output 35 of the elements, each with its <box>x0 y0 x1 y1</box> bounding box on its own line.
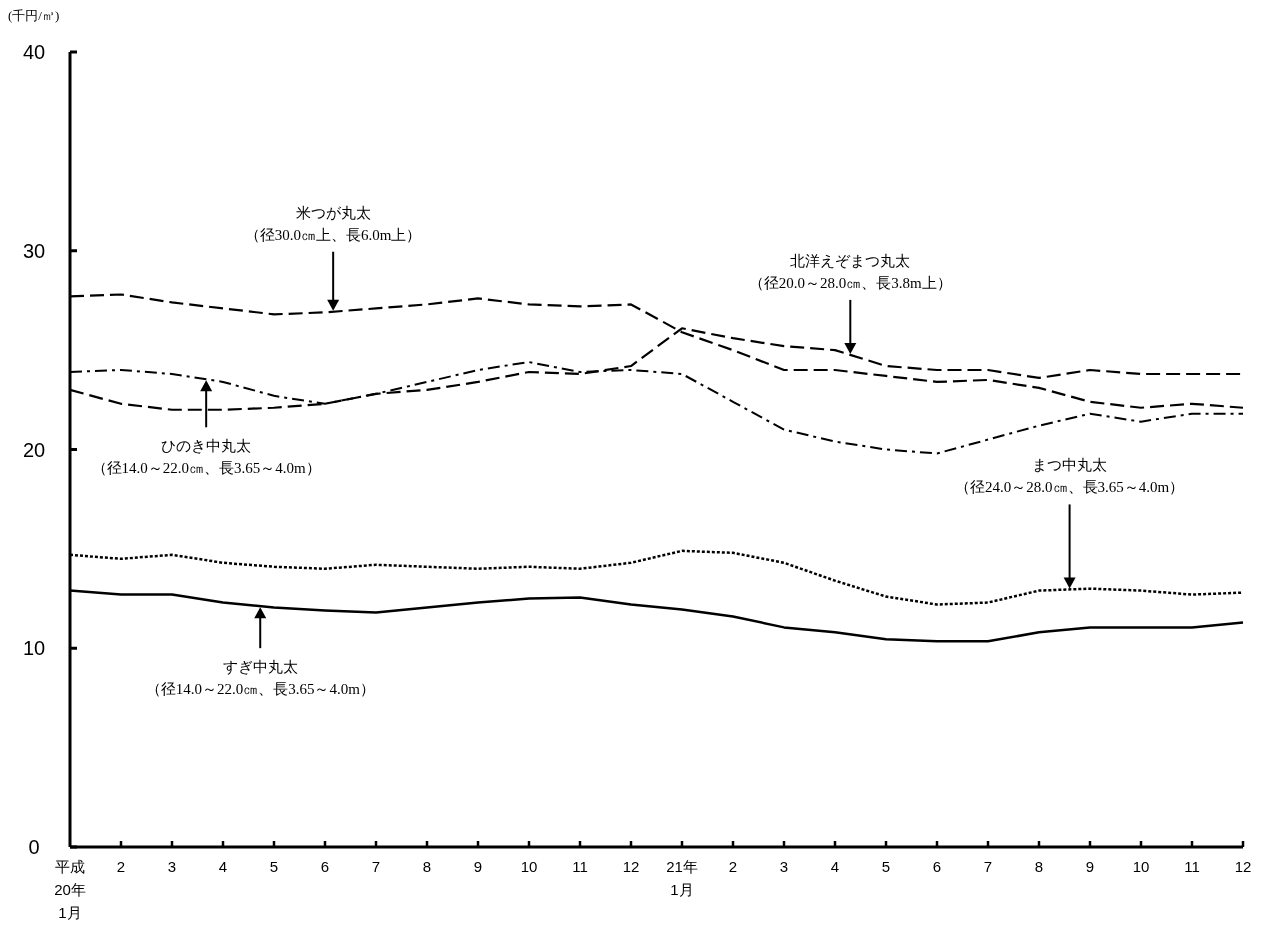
y-tick-label: 30 <box>22 239 46 262</box>
x-tick-label: 12 <box>622 858 640 875</box>
x-tick-label: 7 <box>983 858 993 875</box>
x-tick-label: 2 <box>728 858 738 875</box>
y-tick-label: 40 <box>22 41 46 63</box>
legend-label: すぎ中丸太（径14.0～22.0㎝、長3.65～4.0m） <box>145 659 375 698</box>
x-tick-label: 9 <box>1085 858 1095 875</box>
x-tick-label: 8 <box>422 858 432 875</box>
y-tick-label: 10 <box>22 637 46 660</box>
y-axis-title: (千円/㎥) <box>8 8 60 23</box>
x-tick-label: 10 <box>520 858 538 875</box>
x-tick-label: 9 <box>473 858 483 875</box>
y-tick-label: 20 <box>22 438 46 461</box>
x-tick-label: 2 <box>116 858 126 875</box>
x-tick-label: 11 <box>572 858 588 875</box>
text: 米つが丸太（径30.0㎝上、長6.0m上） <box>244 204 422 243</box>
x-tick-label: 4 <box>218 858 228 875</box>
x-tick-label: 平成 20年 1月 <box>54 858 86 921</box>
x-tick-label: 8 <box>1034 858 1044 875</box>
x-tick-label: 3 <box>779 858 789 875</box>
x-tick-label: 7 <box>371 858 381 875</box>
x-tick-label: 6 <box>320 858 330 875</box>
x-tick-label: 6 <box>932 858 942 875</box>
x-tick-label: 21年 1月 <box>666 858 698 898</box>
x-tick-label: 5 <box>269 858 279 875</box>
x-tick-label: 3 <box>167 858 177 875</box>
x-tick-label: 10 <box>1132 858 1150 875</box>
text: 北洋えぞまつ丸太（径20.0～28.0㎝、長3.8m上） <box>748 252 952 291</box>
x-tick-label: 12 <box>1234 858 1252 875</box>
x-tick-label: 11 <box>1184 858 1200 875</box>
y-tick-label: 0 <box>28 836 40 858</box>
text: ひのき中丸太（径14.0～22.0㎝、長3.65～4.0m） <box>91 438 321 477</box>
text: まつ中丸太（径24.0～28.0㎝、長3.65～4.0m） <box>955 457 1185 496</box>
x-tick-label: 5 <box>881 858 891 875</box>
x-tick-label: 4 <box>830 858 840 875</box>
